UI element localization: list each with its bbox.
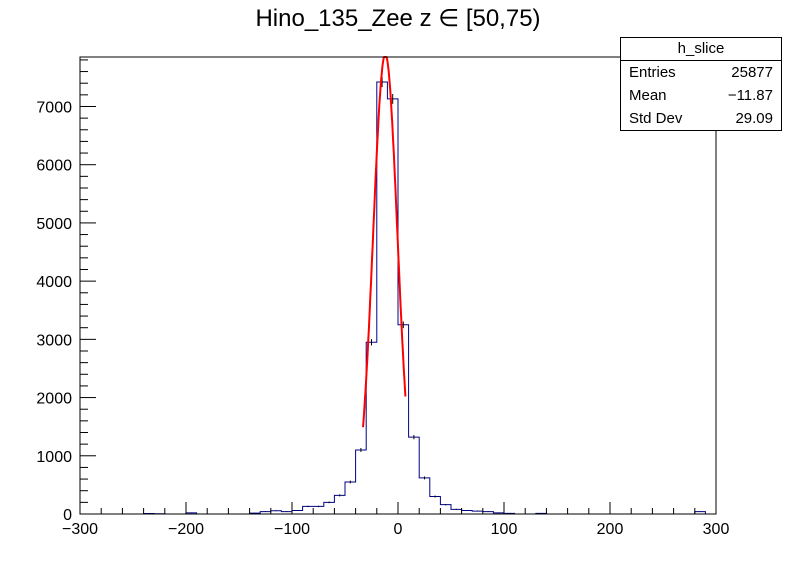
y-tick-label: 1000 [36,449,72,466]
gaussian-fit-line [362,56,407,428]
x-tick-label: 300 [703,521,730,538]
x-tick-label: −200 [168,521,204,538]
stats-label: Std Dev [629,110,683,127]
y-tick-label: 0 [63,507,72,524]
x-tick-label: 0 [394,521,403,538]
stats-row-mean: Mean −11.87 [621,84,781,107]
chart-title: Hino_135_Zee z ∈ [50,75) [255,5,541,32]
stats-box-title: h_slice [621,38,781,61]
stats-value: 25877 [731,64,773,81]
stats-row-entries: Entries 25877 [621,61,781,84]
y-tick-label: 5000 [36,216,72,233]
y-tick-label: 2000 [36,391,72,408]
y-tick-label: 3000 [36,332,72,349]
x-tick-label: 100 [491,521,518,538]
y-tick-label: 4000 [36,274,72,291]
y-tick-label: 7000 [36,99,72,116]
stats-value: 29.09 [735,110,773,127]
x-tick-label: −100 [274,521,310,538]
x-tick-label: −300 [62,521,98,538]
stats-value: −11.87 [727,87,773,104]
stats-box: h_slice Entries 25877 Mean −11.87 Std De… [620,37,782,131]
histogram-series [80,81,716,515]
stats-label: Mean [629,87,667,104]
x-tick-label: 200 [597,521,624,538]
stats-row-stddev: Std Dev 29.09 [621,107,781,130]
stats-label: Entries [629,64,676,81]
y-tick-label: 6000 [36,158,72,175]
